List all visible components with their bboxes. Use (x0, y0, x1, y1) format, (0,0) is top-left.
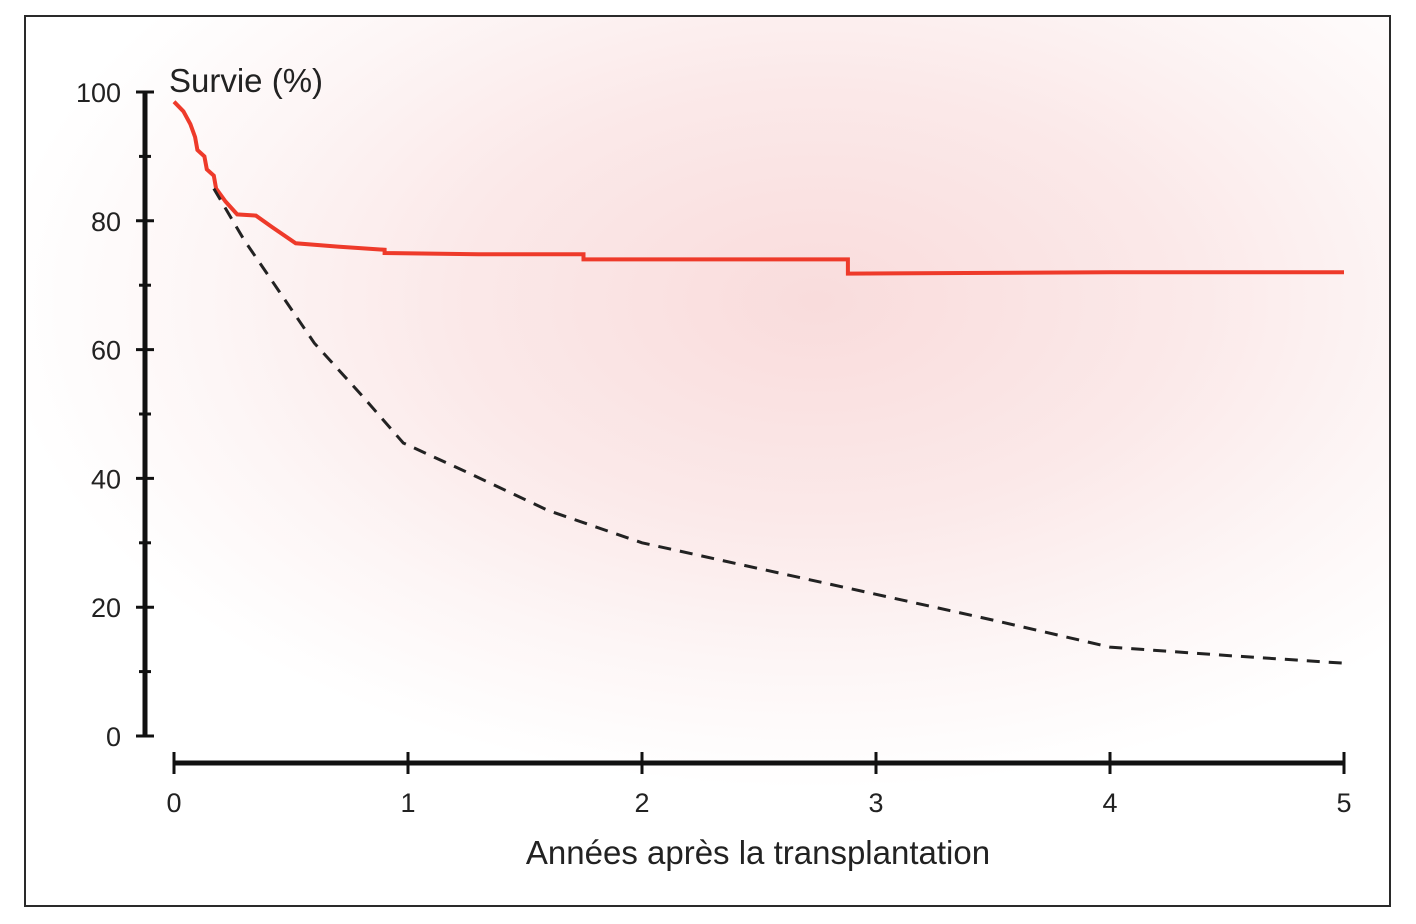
solid-survival-curve (172, 100, 1344, 276)
survival-chart: 0 20 40 60 80 100 0 1 2 3 4 5 Survie (%) Années ap… (76, 62, 1352, 871)
x-tick-label: 2 (634, 788, 649, 818)
x-axis-title: Années après la transplantation (526, 834, 990, 871)
series-layer (172, 100, 1345, 665)
x-tick-label: 5 (1336, 788, 1351, 818)
y-tick-label: 80 (91, 207, 121, 237)
x-axis: 0 1 2 3 4 5 (166, 752, 1352, 818)
x-tick-label: 3 (868, 788, 883, 818)
y-tick-label: 20 (91, 593, 121, 623)
x-tick-label: 0 (166, 788, 181, 818)
y-tick-label: 40 (91, 464, 121, 494)
y-tick-label: 100 (76, 78, 121, 108)
dashed-survival-curve (212, 187, 1345, 665)
y-axis: 0 20 40 60 80 100 (76, 78, 154, 752)
x-tick-label: 1 (400, 788, 415, 818)
y-axis-title: Survie (%) (169, 62, 323, 99)
chart-frame: 0 20 40 60 80 100 0 1 2 3 4 5 Survie (%) Années ap… (24, 15, 1391, 907)
y-tick-label: 60 (91, 336, 121, 366)
y-tick-label: 0 (106, 722, 121, 752)
x-tick-label: 4 (1102, 788, 1117, 818)
